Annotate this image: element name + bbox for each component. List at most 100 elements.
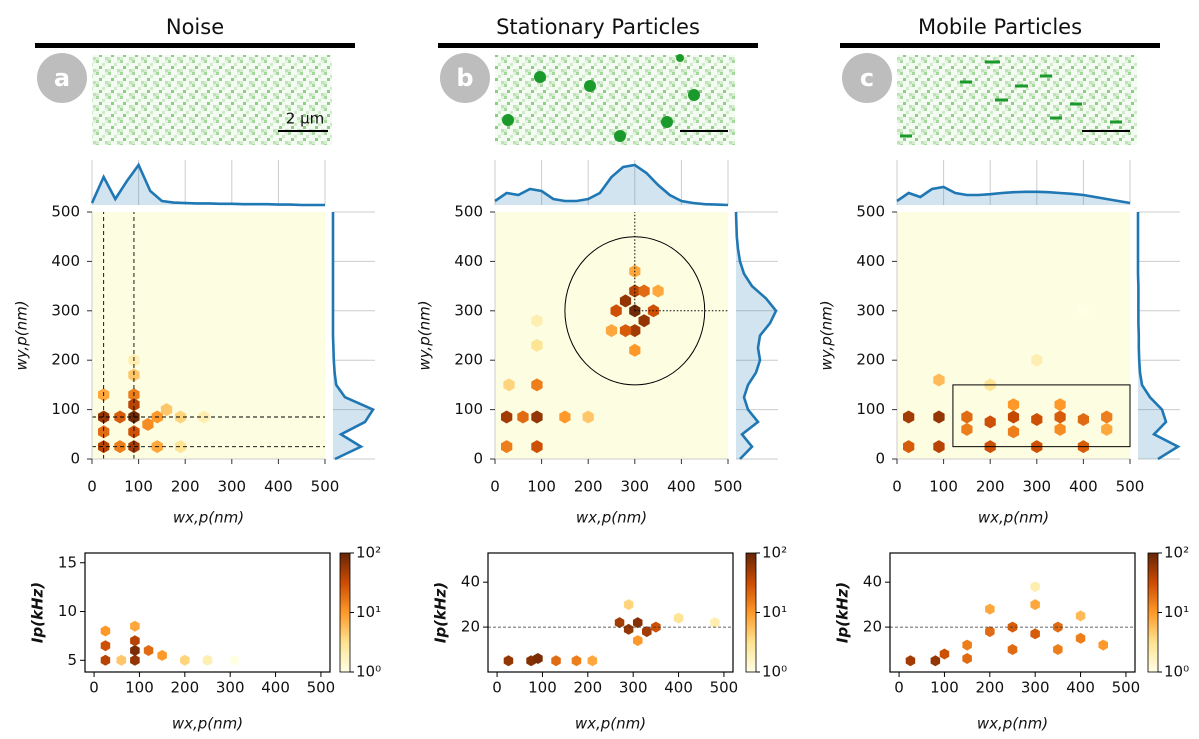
- hex-bin: [652, 284, 664, 298]
- particles: [502, 54, 700, 142]
- hex-bin: [174, 440, 187, 454]
- x-axis-label: wx,p(nm): [978, 509, 1049, 527]
- hex-bin: [623, 623, 634, 635]
- x-tick-label: 100: [929, 478, 958, 496]
- x-tick-label: 500: [1112, 679, 1141, 697]
- colorbar-tick-label: 10⁰: [356, 663, 381, 681]
- hex-bin: [939, 648, 950, 660]
- colorbar-tick-label: 10⁰: [762, 663, 787, 681]
- x-tick-label: 100: [125, 679, 154, 697]
- x-tick-label: 0: [894, 679, 904, 697]
- x-tick-label: 300: [216, 679, 245, 697]
- x-tick-label: 400: [1069, 478, 1098, 496]
- plot-frame: [889, 552, 1136, 673]
- hex-bin: [180, 654, 190, 666]
- y-tick-label: 300: [856, 301, 885, 319]
- marginal-kde: [896, 185, 1131, 205]
- hex-bin: [1098, 639, 1108, 651]
- hex-bin: [1054, 410, 1066, 424]
- hex-bin: [905, 655, 916, 667]
- hex-bin: [985, 626, 995, 638]
- x-tick-label: 0: [892, 478, 902, 496]
- x-tick-label: 0: [87, 478, 97, 496]
- x-axis-label: wx,p(nm): [173, 509, 244, 527]
- x-tick-label: 500: [710, 679, 739, 697]
- x-axis-label: wx,p(nm): [576, 509, 647, 527]
- x-tick-label: 300: [1022, 478, 1051, 496]
- hex-bin: [962, 639, 972, 651]
- hex-bin: [571, 655, 582, 667]
- hex-bin: [1077, 413, 1089, 426]
- hex-bin: [143, 645, 154, 656]
- panel-title: Stationary Particles: [496, 15, 700, 39]
- hex-bin: [638, 284, 650, 298]
- hex-bin: [629, 343, 641, 357]
- hex-bin: [128, 425, 140, 439]
- hex-bin: [198, 410, 210, 424]
- y-tick-label: 15: [58, 553, 77, 571]
- panel-badge: [37, 53, 87, 103]
- y-axis-label: wy,p(nm): [416, 300, 434, 370]
- y-axis-label: wy,p(nm): [13, 300, 31, 370]
- hex-bin: [1030, 581, 1040, 593]
- y-tick-label: 10: [58, 602, 77, 620]
- y-tick-label: 0: [473, 450, 483, 468]
- hex-bin: [1007, 398, 1020, 412]
- title-rule: [840, 43, 1160, 48]
- panel-label: c: [860, 64, 874, 92]
- hex-bin: [531, 378, 543, 392]
- marginal-area: [92, 165, 325, 205]
- marginal-area: [1138, 212, 1178, 459]
- marginal-area: [333, 212, 373, 459]
- hex-bin: [933, 440, 945, 454]
- x-tick-label: 0: [492, 679, 502, 697]
- x-tick-label: 100: [528, 679, 557, 697]
- x-tick-label: 100: [930, 679, 959, 697]
- hex-bin: [1031, 413, 1043, 426]
- hex-bin: [610, 304, 622, 318]
- colorbar-tick-label: 10²: [356, 544, 381, 562]
- y-tick-label: 0: [875, 450, 885, 468]
- y-tick-label: 200: [454, 351, 483, 369]
- x-tick-label: 400: [1066, 679, 1095, 697]
- y-tick-label: 20: [461, 618, 480, 636]
- hex-bin: [1054, 422, 1066, 436]
- hex-bin: [130, 654, 140, 666]
- y-tick-label: 20: [863, 618, 882, 636]
- hex-bin: [903, 440, 915, 454]
- hex-bin: [1077, 304, 1089, 318]
- y-tick-label: 5: [67, 651, 77, 669]
- hex-bin: [531, 338, 543, 352]
- x-tick-label: 500: [307, 679, 336, 697]
- hex-bin: [587, 655, 598, 667]
- x-tick-label: 200: [573, 679, 602, 697]
- title-rule: [438, 43, 758, 48]
- x-tick-label: 400: [667, 478, 696, 496]
- hex-bin: [174, 410, 187, 424]
- hex-bin: [629, 284, 641, 298]
- hex-bin: [1031, 353, 1043, 367]
- panel-badge: [440, 53, 490, 103]
- panel-label: b: [456, 64, 473, 92]
- x-tick-label: 200: [170, 679, 199, 697]
- hex-bin: [98, 440, 110, 454]
- hex-bin: [633, 635, 643, 647]
- y-axis-label: Ip(kHz): [29, 582, 47, 643]
- marginal-kde: [734, 211, 778, 460]
- hex-bin: [551, 655, 561, 667]
- x-tick-label: 200: [975, 679, 1004, 697]
- x-tick-label: 200: [574, 478, 603, 496]
- hex-bin: [961, 410, 973, 424]
- colorbar: [1147, 552, 1159, 673]
- hex-bin: [128, 398, 140, 412]
- x-tick-label: 200: [171, 478, 200, 496]
- x-tick-label: 500: [714, 478, 743, 496]
- x-tick-label: 300: [619, 679, 648, 697]
- hex-bin: [98, 425, 110, 439]
- hex-bin: [1054, 398, 1066, 412]
- marginal-kde: [1136, 212, 1181, 461]
- y-tick-label: 200: [856, 351, 885, 369]
- hex-bin: [202, 654, 213, 666]
- x-tick-label: 300: [620, 478, 649, 496]
